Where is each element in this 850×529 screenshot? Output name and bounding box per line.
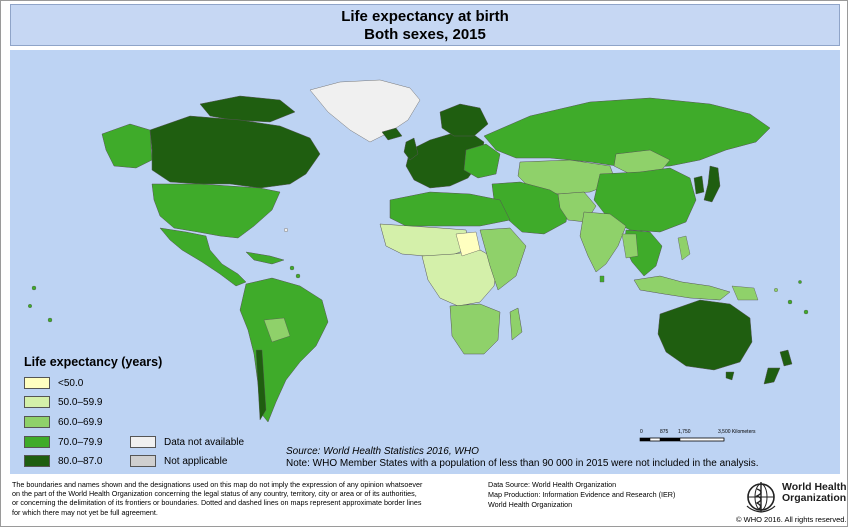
east-africa xyxy=(479,227,527,291)
mexico-central-america xyxy=(159,227,247,287)
legend-swatch xyxy=(130,455,156,467)
map-subtitle: Both sexes, 2015 xyxy=(364,26,486,43)
myanmar-laos xyxy=(621,233,639,259)
eastern-europe xyxy=(463,143,501,179)
uk xyxy=(403,137,419,161)
data-source: Data Source: World Health Organization xyxy=(488,480,617,489)
who-name-line: World Health xyxy=(782,481,847,493)
scale-label: 3,500 Kilometers xyxy=(718,429,756,435)
legend-swatch xyxy=(24,416,50,428)
greenland xyxy=(309,79,421,143)
note-text: Note: WHO Member States with a populatio… xyxy=(286,458,759,469)
indonesia xyxy=(633,275,731,301)
world-map xyxy=(10,50,840,474)
disclaimer-line: on the part of the World Health Organiza… xyxy=(12,489,417,499)
north-africa xyxy=(389,191,511,227)
new-zealand xyxy=(779,349,793,367)
legend-label: <50.0 xyxy=(58,378,84,389)
scandinavia xyxy=(439,103,489,137)
india xyxy=(579,211,627,273)
scale-label: 1,750 xyxy=(678,429,691,435)
map-header: Life expectancy at birth Both sexes, 201… xyxy=(10,4,840,46)
scale-label: 875 xyxy=(660,429,669,435)
madagascar xyxy=(509,307,523,341)
who-name: World Health Organization xyxy=(782,482,847,504)
source-text: Source: World Health Statistics 2016, WH… xyxy=(286,446,479,457)
who-name-line: Organization xyxy=(782,492,847,504)
disclaimer: The boundaries and names shown and the d… xyxy=(12,480,482,517)
canada xyxy=(149,115,321,189)
legend-label: Not applicable xyxy=(164,456,228,467)
china xyxy=(593,167,697,233)
legend-label: 60.0–69.9 xyxy=(58,417,103,428)
who-logo xyxy=(744,478,844,518)
legend-label: 80.0–87.0 xyxy=(58,456,103,467)
legend-swatch xyxy=(24,455,50,467)
who-emblem-icon xyxy=(746,482,776,513)
legend-label: 50.0–59.9 xyxy=(58,397,103,408)
legend-title: Life expectancy (years) xyxy=(24,355,163,369)
copyright: © WHO 2016. All rights reserved. xyxy=(736,515,847,524)
japan xyxy=(703,165,721,203)
map-title: Life expectancy at birth xyxy=(341,8,509,25)
alaska xyxy=(101,123,153,169)
papua-new-guinea xyxy=(731,285,759,301)
west-africa xyxy=(379,223,471,257)
russia xyxy=(483,97,771,169)
southern-africa xyxy=(449,303,501,355)
legend-label: Data not available xyxy=(164,437,245,448)
chad-car xyxy=(455,231,481,257)
central-africa xyxy=(421,249,499,307)
disclaimer-line: The boundaries and names shown and the d… xyxy=(12,480,423,489)
central-asia xyxy=(517,159,617,195)
scale-label: 0 xyxy=(640,429,643,435)
australia xyxy=(657,299,753,371)
credits: Data Source: World Health Organization M… xyxy=(488,480,728,510)
caribbean xyxy=(245,251,285,265)
new-zealand-south xyxy=(763,367,781,385)
canada-arctic-islands xyxy=(199,95,296,123)
organization: World Health Organization xyxy=(488,500,573,509)
iceland xyxy=(381,127,403,141)
bolivia xyxy=(263,317,291,343)
korea xyxy=(693,175,705,195)
tasmania xyxy=(725,371,735,381)
scale-bar-graphic xyxy=(639,437,725,442)
legend-swatch xyxy=(24,436,50,448)
philippines xyxy=(677,235,691,261)
scale-bar: 0 875 1,750 3,500 Kilometers xyxy=(636,429,786,451)
world-map-svg xyxy=(28,79,809,423)
disclaimer-line: for which there may not yet be full agre… xyxy=(12,507,158,517)
legend-label: 70.0–79.9 xyxy=(58,437,103,448)
legend-swatch xyxy=(24,396,50,408)
legend-swatch xyxy=(24,377,50,389)
chile xyxy=(255,349,267,421)
sri-lanka xyxy=(599,275,605,283)
map-production: Map Production: Information Evidence and… xyxy=(488,490,676,499)
disclaimer-line: or concerning the delimitation of its fr… xyxy=(12,498,422,508)
legend-swatch xyxy=(130,436,156,448)
map-legend: Life expectancy (years) <50.0 50.0–59.9 … xyxy=(24,355,284,473)
usa xyxy=(151,183,281,239)
